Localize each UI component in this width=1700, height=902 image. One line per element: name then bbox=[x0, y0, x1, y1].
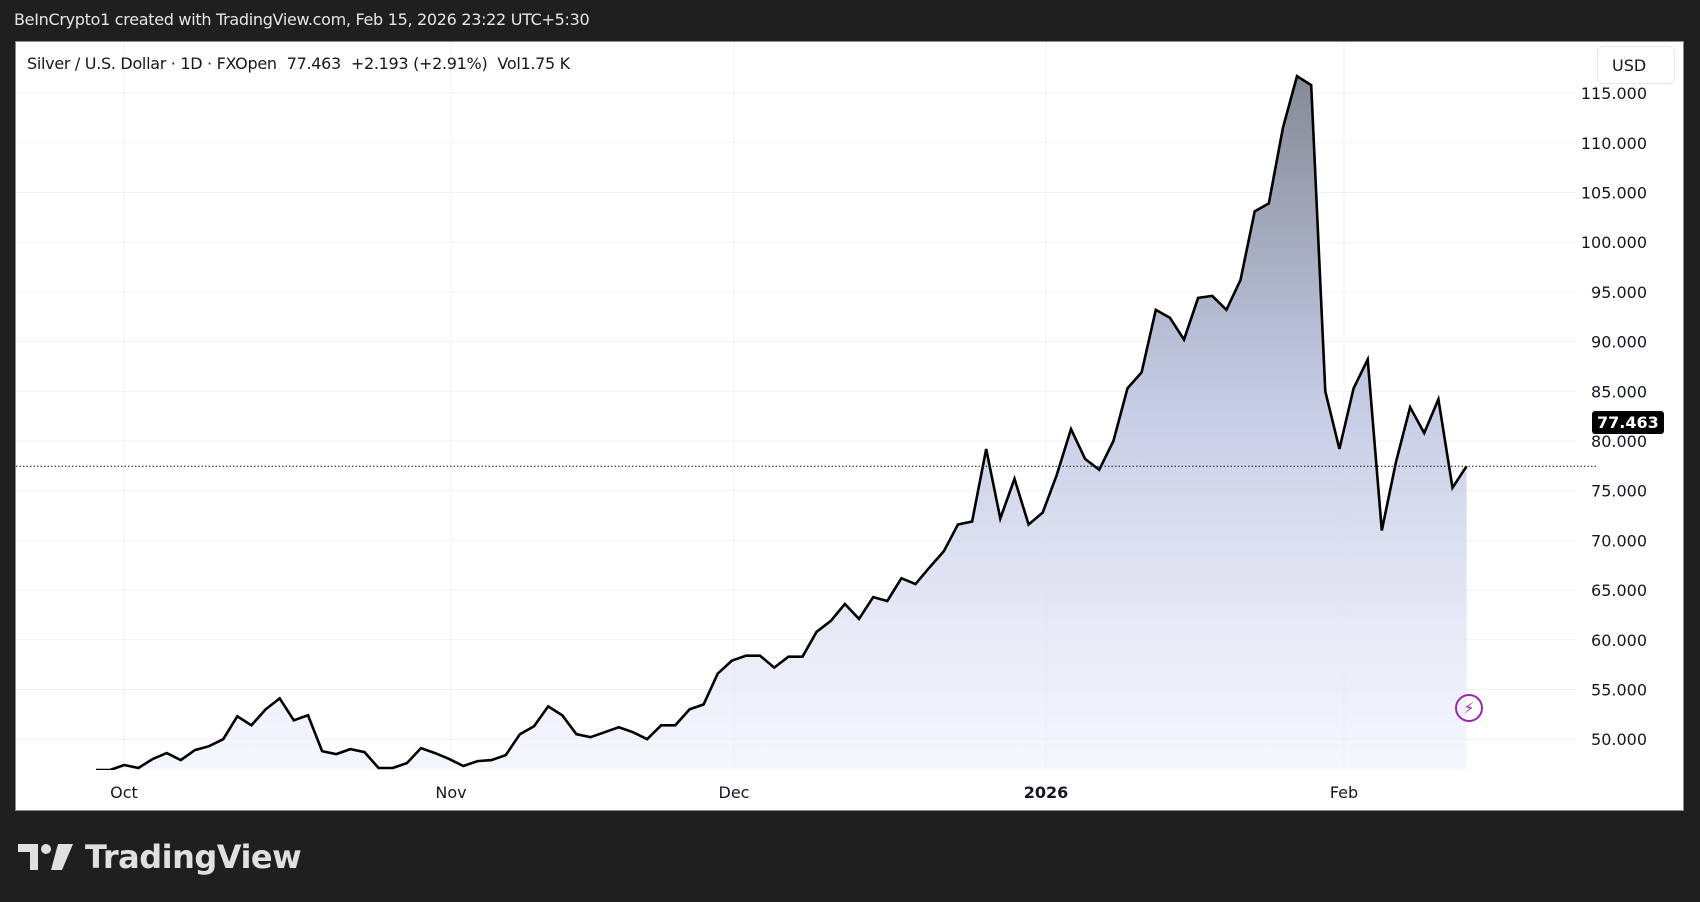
price-area-fill bbox=[96, 76, 1467, 770]
price-axis-label: 60.000 bbox=[1591, 631, 1647, 650]
price-axis-label: 100.000 bbox=[1581, 233, 1647, 252]
price-axis-label: 55.000 bbox=[1591, 681, 1647, 700]
price-axis-label: 70.000 bbox=[1591, 531, 1647, 550]
tradingview-logo: TradingView bbox=[18, 838, 302, 876]
price-axis-label: 85.000 bbox=[1591, 382, 1647, 401]
price-axis-label: 50.000 bbox=[1591, 730, 1647, 749]
time-axis-label: Nov bbox=[435, 783, 466, 802]
price-chart[interactable]: 50.000 55.000 60.000 65.000 70.000 75.000 80.0… bbox=[16, 42, 1684, 811]
lightning-icon[interactable]: ⚡ bbox=[1455, 694, 1483, 722]
brand-name: TradingView bbox=[85, 838, 302, 876]
current-price-label: 77.463 bbox=[1592, 411, 1664, 434]
time-axis-label: 2026 bbox=[1024, 783, 1069, 802]
chart-panel[interactable]: 50.000 55.000 60.000 65.000 70.000 75.000 80.0… bbox=[15, 41, 1684, 811]
attribution-text: BeInCrypto1 created with TradingView.com… bbox=[14, 10, 590, 29]
volume: Vol1.75 K bbox=[497, 54, 570, 73]
time-axis-label: Oct bbox=[110, 783, 138, 802]
last-price: 77.463 bbox=[286, 54, 341, 73]
price-axis-label: 65.000 bbox=[1591, 581, 1647, 600]
tradingview-logo-icon bbox=[18, 844, 73, 870]
time-axis-label: Dec bbox=[719, 783, 750, 802]
price-axis-label: 75.000 bbox=[1591, 482, 1647, 501]
price-axis-label: 115.000 bbox=[1581, 84, 1647, 103]
price-axis-label: 110.000 bbox=[1581, 134, 1647, 153]
price-axis-label: 95.000 bbox=[1591, 283, 1647, 302]
price-change: +2.193 (+2.91%) bbox=[350, 54, 488, 73]
price-axis-label: 90.000 bbox=[1591, 333, 1647, 352]
time-axis-label: Feb bbox=[1330, 783, 1358, 802]
price-axis-label: 105.000 bbox=[1581, 184, 1647, 203]
price-axis-label: 80.000 bbox=[1591, 432, 1647, 451]
symbol-legend: Silver / U.S. Dollar · 1D · FXOpen 77.463… bbox=[27, 54, 580, 73]
currency-button[interactable]: USD bbox=[1597, 46, 1675, 84]
symbol-name: Silver / U.S. Dollar · 1D · FXOpen bbox=[27, 54, 277, 73]
price-line bbox=[96, 74, 1468, 770]
